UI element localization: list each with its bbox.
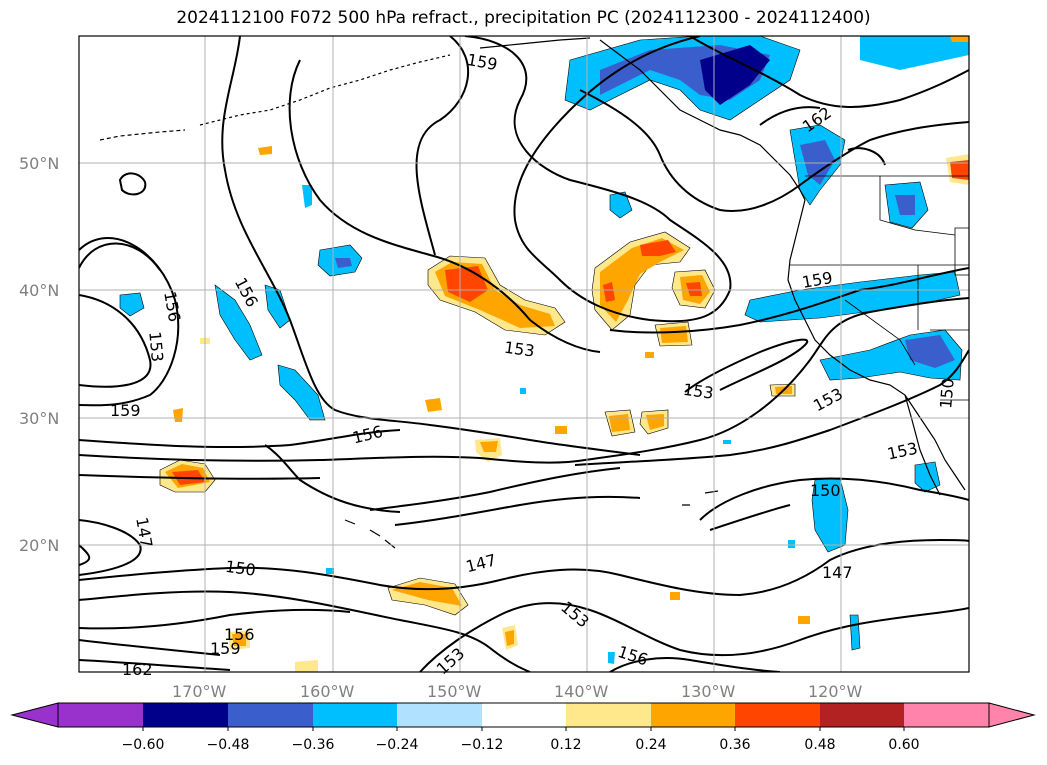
lon-label-150w: 150°W bbox=[427, 682, 482, 701]
lon-label-120w: 120°W bbox=[808, 682, 863, 701]
colorbar-swatch bbox=[228, 703, 313, 727]
lat-label-30n: 30°N bbox=[19, 409, 59, 428]
contour-label: 156 bbox=[224, 625, 255, 644]
colorbar-tick-label: 0.36 bbox=[719, 737, 750, 753]
colorbar-tick-label: 0.60 bbox=[888, 737, 919, 753]
latitude-labels: 50°N 40°N 30°N 20°N bbox=[19, 154, 59, 555]
lon-label-130w: 130°W bbox=[681, 682, 736, 701]
graticule bbox=[79, 36, 969, 672]
contour-label: 153 bbox=[503, 338, 536, 361]
colorbar-tick-label: −0.36 bbox=[292, 737, 335, 753]
positive-precip-shading bbox=[159, 36, 969, 672]
colorbar-extend-high bbox=[988, 702, 1036, 728]
coastlines bbox=[99, 37, 966, 549]
colorbar-tick-label: 0.12 bbox=[550, 737, 581, 753]
longitude-labels: 170°W 160°W 150°W 140°W 130°W 120°W bbox=[172, 682, 863, 701]
colorbar: −0.60 −0.48 −0.36 −0.24 −0.12 0.12 0.24 … bbox=[10, 702, 1036, 753]
colorbar-swatch bbox=[397, 703, 482, 727]
lat-label-20n: 20°N bbox=[19, 536, 59, 555]
colorbar-tick-label: −0.24 bbox=[376, 737, 419, 753]
negative-precip-shading bbox=[119, 36, 969, 664]
colorbar-swatch bbox=[904, 703, 989, 727]
contour-label: 150 bbox=[224, 557, 257, 580]
contour-label: 153 bbox=[682, 380, 715, 403]
colorbar-tick-label: −0.60 bbox=[122, 737, 165, 753]
contour-label: 153 bbox=[145, 331, 167, 363]
colorbar-swatch bbox=[482, 703, 566, 727]
refractivity-contours bbox=[79, 36, 969, 672]
colorbar-swatch bbox=[820, 703, 904, 727]
contour-label: 150 bbox=[810, 481, 841, 500]
contour-label: 147 bbox=[822, 563, 853, 582]
colorbar-tick-label: −0.48 bbox=[207, 737, 250, 753]
lon-label-160w: 160°W bbox=[300, 682, 355, 701]
colorbar-tick-label: −0.12 bbox=[461, 737, 504, 753]
lon-label-140w: 140°W bbox=[554, 682, 609, 701]
colorbar-swatch bbox=[58, 703, 143, 727]
colorbar-swatch bbox=[651, 703, 735, 727]
contour-label: 162 bbox=[122, 660, 153, 679]
colorbar-extend-low bbox=[10, 702, 59, 728]
contour-label: 159 bbox=[210, 639, 241, 658]
colorbar-tick-label: 0.24 bbox=[635, 737, 666, 753]
colorbar-tick-label: 0.48 bbox=[804, 737, 835, 753]
lat-label-50n: 50°N bbox=[19, 154, 59, 173]
colorbar-swatch bbox=[313, 703, 397, 727]
lon-label-170w: 170°W bbox=[172, 682, 227, 701]
lat-label-40n: 40°N bbox=[19, 281, 59, 300]
colorbar-swatch bbox=[143, 703, 228, 727]
contour-label: 159 bbox=[110, 401, 141, 420]
map-title: 2024112100 F072 500 hPa refract., precip… bbox=[176, 8, 871, 28]
colorbar-swatch bbox=[566, 703, 651, 727]
colorbar-swatch bbox=[735, 703, 820, 727]
plot-frame bbox=[78, 35, 970, 673]
contour-label: 150 bbox=[936, 377, 958, 409]
